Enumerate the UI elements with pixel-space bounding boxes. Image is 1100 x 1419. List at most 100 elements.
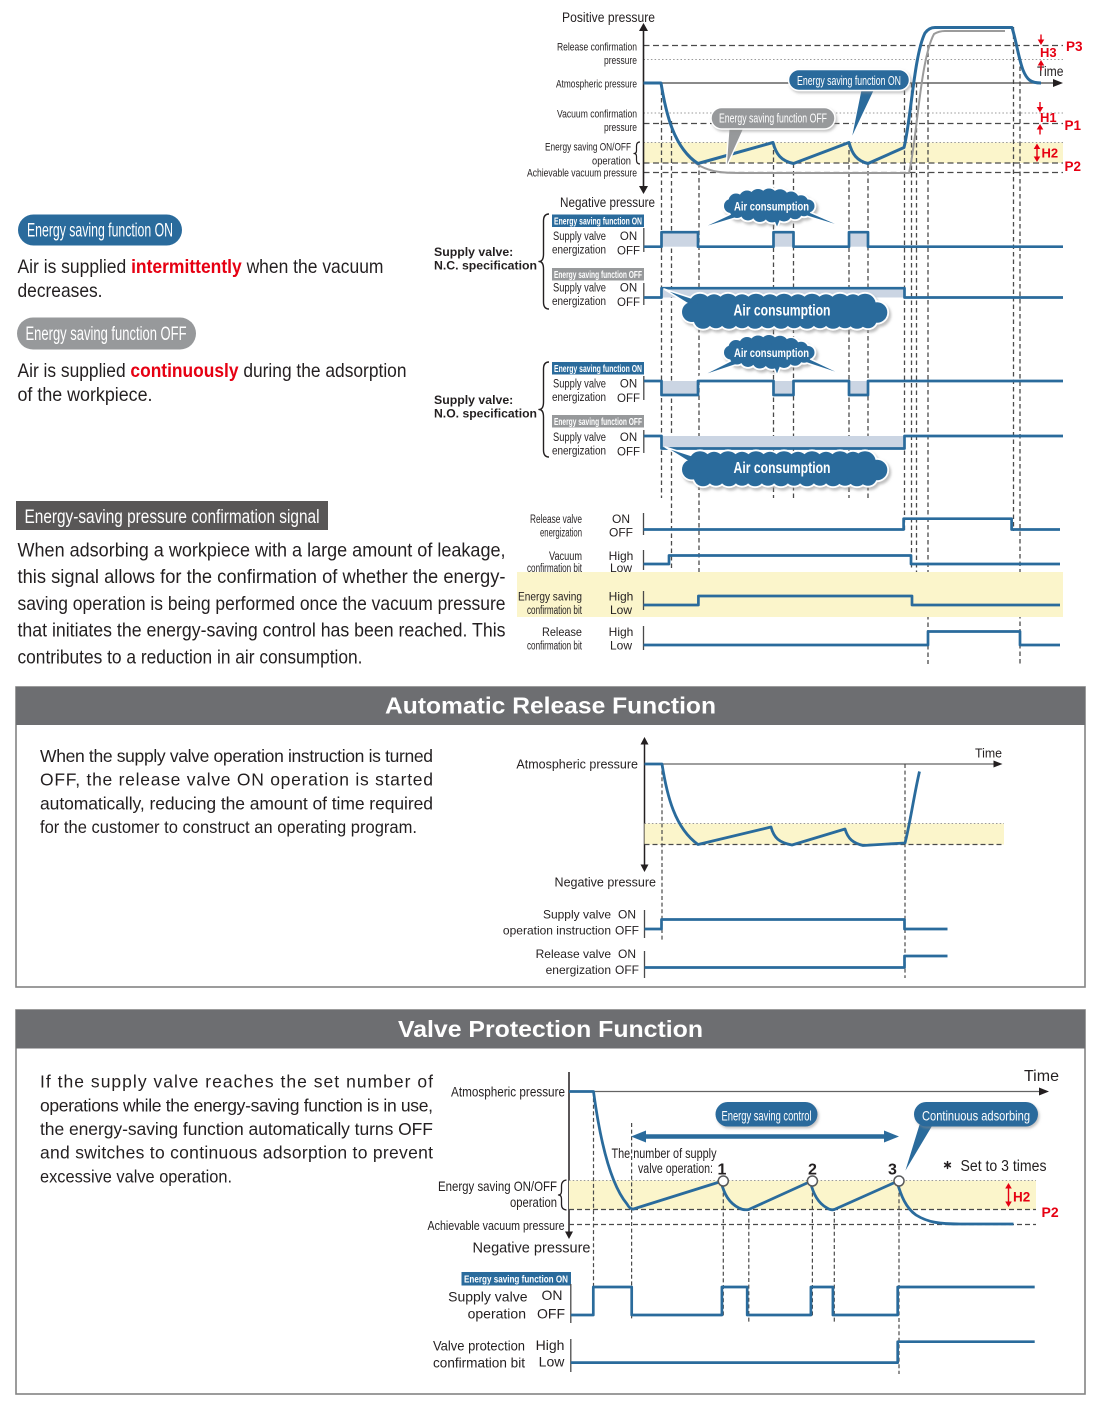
svg-text:Release valve: Release valve	[530, 514, 582, 526]
svg-text:ON: ON	[620, 231, 637, 243]
svg-text:Energy saving function ON: Energy saving function ON	[797, 73, 901, 88]
svg-text:Supply valve: Supply valve	[553, 379, 606, 391]
svg-text:H3: H3	[1040, 45, 1057, 60]
svg-text:When the supply valve operatio: When the supply valve operation instruct…	[40, 746, 433, 766]
svg-text:H2: H2	[1042, 146, 1059, 161]
svg-text:energization: energization	[552, 392, 606, 404]
svg-text:Negative pressure: Negative pressure	[555, 876, 656, 890]
svg-text:for the customer to construct: for the customer to construct an operati…	[40, 817, 417, 837]
svg-text:OFF: OFF	[617, 447, 640, 459]
svg-text:of the workpiece.: of the workpiece.	[18, 384, 153, 406]
svg-text:H2: H2	[1013, 1190, 1030, 1205]
svg-text:Air consumption: Air consumption	[734, 303, 831, 320]
svg-text:Air consumption: Air consumption	[734, 460, 831, 477]
svg-text:When adsorbing a workpiece wit: When adsorbing a workpiece with a large …	[18, 540, 506, 562]
svg-text:OFF, the release valve ON oper: OFF, the release valve ON operation is s…	[40, 770, 433, 790]
svg-text:Low: Low	[610, 561, 632, 575]
svg-text:Positive pressure: Positive pressure	[562, 10, 655, 25]
svg-text:Release confirmation: Release confirmation	[557, 42, 637, 54]
svg-text:Air consumption: Air consumption	[734, 200, 809, 214]
svg-text:Time: Time	[1037, 64, 1064, 79]
svg-text:Negative pressure: Negative pressure	[473, 1241, 591, 1257]
svg-text:operations while the energy-sa: operations while the energy-saving funct…	[40, 1095, 433, 1115]
svg-text:energization: energization	[540, 528, 582, 540]
svg-text:OFF: OFF	[609, 526, 633, 540]
svg-text:H1: H1	[1040, 110, 1057, 125]
svg-text:operation instruction: operation instruction	[503, 924, 611, 938]
svg-text:Valve protection: Valve protection	[433, 1338, 525, 1354]
svg-text:High: High	[609, 590, 634, 604]
svg-text:Release valve: Release valve	[536, 947, 612, 961]
svg-text:excessive valve operation.: excessive valve operation.	[40, 1166, 232, 1186]
svg-text:Valve Protection Function: Valve Protection Function	[398, 1016, 703, 1042]
svg-text:OFF: OFF	[537, 1306, 565, 1322]
svg-text:Supply valve: Supply valve	[553, 283, 606, 295]
svg-text:If the supply valve reaches th: If the supply valve reaches the set numb…	[40, 1072, 433, 1092]
svg-text:pressure: pressure	[604, 122, 637, 134]
svg-text:ON: ON	[542, 1287, 563, 1303]
svg-text:Atmospheric pressure: Atmospheric pressure	[516, 758, 638, 772]
svg-text:Supply valve: Supply valve	[553, 432, 606, 444]
svg-text:P2: P2	[1065, 159, 1082, 174]
svg-text:Supply valve: Supply valve	[543, 908, 611, 922]
svg-text:Low: Low	[610, 639, 632, 653]
svg-text:P1: P1	[1065, 118, 1082, 133]
svg-text:Energy saving control: Energy saving control	[722, 1108, 812, 1124]
svg-text:Energy saving function ON: Energy saving function ON	[464, 1275, 568, 1286]
svg-text:Vacuum: Vacuum	[549, 551, 582, 563]
svg-text:Supply valve:: Supply valve:	[434, 393, 513, 407]
svg-text:Low: Low	[539, 1354, 566, 1370]
svg-text:Energy saving function ON: Energy saving function ON	[554, 364, 642, 375]
svg-text:2: 2	[808, 1162, 817, 1179]
svg-text:confirmation bit: confirmation bit	[433, 1355, 525, 1371]
svg-text:High: High	[609, 549, 634, 563]
svg-text:Automatic Release Function: Automatic Release Function	[385, 693, 716, 719]
svg-text:that initiates the energy-savi: that initiates the energy-saving control…	[18, 620, 506, 642]
svg-text:Atmospheric pressure: Atmospheric pressure	[556, 79, 637, 91]
svg-text:Achievable vacuum pressure: Achievable vacuum pressure	[527, 168, 637, 180]
svg-text:Air is supplied continuously d: Air is supplied continuously during the …	[18, 360, 407, 382]
svg-text:Continuous adsorbing: Continuous adsorbing	[922, 1108, 1030, 1124]
svg-text:OFF: OFF	[617, 297, 640, 309]
svg-text:OFF: OFF	[615, 963, 639, 977]
svg-text:operation: operation	[510, 1194, 557, 1210]
svg-text:ON: ON	[620, 283, 637, 295]
svg-text:3: 3	[888, 1162, 897, 1179]
svg-text:Energy saving function ON: Energy saving function ON	[554, 216, 642, 227]
svg-text:P3: P3	[1066, 39, 1083, 54]
svg-text:OFF: OFF	[617, 246, 640, 258]
svg-text:operation: operation	[468, 1306, 526, 1322]
svg-text:High: High	[536, 1337, 565, 1353]
svg-text:The number of supply: The number of supply	[612, 1146, 717, 1161]
svg-text:valve operation:: valve operation:	[638, 1161, 713, 1176]
svg-text:Energy saving function OFF: Energy saving function OFF	[554, 417, 642, 428]
svg-text:Atmospheric pressure: Atmospheric pressure	[451, 1085, 565, 1100]
svg-text:Achievable vacuum pressure: Achievable vacuum pressure	[428, 1219, 565, 1233]
svg-text:energization: energization	[552, 296, 606, 308]
svg-text:energization: energization	[546, 963, 611, 977]
svg-text:Set to 3 times: Set to 3 times	[961, 1158, 1047, 1175]
svg-text:Release: Release	[542, 627, 582, 639]
svg-text:Energy saving function ON: Energy saving function ON	[27, 221, 173, 242]
svg-text:contributes to a reduction in: contributes to a reduction in air consum…	[18, 646, 363, 668]
svg-text:OFF: OFF	[615, 924, 639, 938]
svg-text:ON: ON	[618, 908, 636, 922]
svg-text:Time: Time	[975, 746, 1002, 761]
svg-text:Energy saving: Energy saving	[518, 592, 582, 604]
svg-text:Negative pressure: Negative pressure	[560, 195, 655, 210]
svg-text:Vacuum confirmation: Vacuum confirmation	[557, 109, 637, 121]
svg-text:Supply valve:: Supply valve:	[434, 245, 513, 259]
svg-text:Energy saving ON/OFF: Energy saving ON/OFF	[545, 141, 631, 153]
svg-text:Energy saving function OFF: Energy saving function OFF	[554, 270, 642, 281]
svg-text:Energy saving ON/OFF: Energy saving ON/OFF	[438, 1178, 557, 1194]
svg-text:OFF: OFF	[617, 393, 640, 405]
svg-text:P2: P2	[1042, 1204, 1059, 1220]
svg-text:Energy saving function OFF: Energy saving function OFF	[719, 111, 827, 126]
svg-text:this signal allows for the con: this signal allows for the confirmation …	[18, 566, 506, 588]
svg-text:and switches to continuous ads: and switches to continuous adsorption to…	[40, 1143, 433, 1163]
svg-text:the energy-saving function aut: the energy-saving function automatically…	[40, 1119, 433, 1139]
svg-text:ON: ON	[618, 947, 636, 961]
svg-text:Time: Time	[1024, 1068, 1059, 1085]
svg-text:Supply valve: Supply valve	[448, 1289, 528, 1305]
svg-text:N.O. specification: N.O. specification	[434, 407, 537, 421]
